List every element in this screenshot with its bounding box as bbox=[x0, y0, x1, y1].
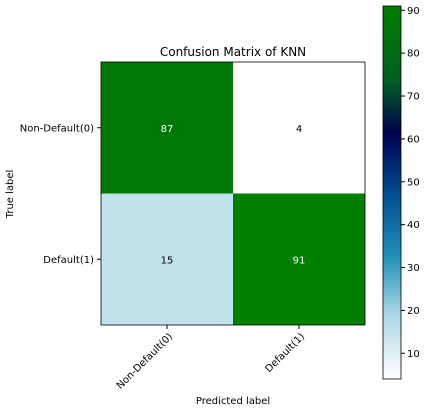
x-tick-labels: Non-Default(0) Default(1) bbox=[115, 325, 307, 392]
colorbar-ticks: 10 20 30 40 50 60 70 80 90 bbox=[401, 6, 420, 360]
colorbar-tick-label: 40 bbox=[407, 220, 420, 231]
y-tick-labels: Non-Default(0) Default(1) bbox=[20, 123, 101, 266]
colorbar-tick-label: 20 bbox=[407, 306, 420, 317]
heatmap-cell bbox=[101, 193, 233, 325]
cell-value-label: 4 bbox=[296, 124, 302, 135]
colorbar-tick-label: 50 bbox=[407, 177, 420, 188]
heatmap-cell bbox=[233, 193, 365, 325]
colorbar-tick-label: 80 bbox=[407, 49, 420, 60]
x-tick-label: Default(1) bbox=[263, 331, 307, 375]
colorbar-tick-label: 10 bbox=[407, 349, 420, 360]
plot-frame bbox=[100, 61, 366, 326]
cell-value-label: 15 bbox=[161, 255, 174, 266]
y-tick-label: Non-Default(0) bbox=[20, 123, 94, 134]
colorbar-tick-label: 90 bbox=[407, 6, 420, 17]
colorbar-tick-label: 60 bbox=[407, 134, 420, 145]
y-axis-label: True label bbox=[5, 170, 16, 220]
y-tick-label: Default(1) bbox=[43, 255, 94, 266]
chart-title: Confusion Matrix of KNN bbox=[160, 45, 306, 59]
cell-value-label: 91 bbox=[293, 255, 306, 266]
colorbar-tick-label: 30 bbox=[407, 263, 420, 274]
cell-value-labels: 87 4 15 91 bbox=[161, 124, 306, 267]
heatmap-cell bbox=[233, 62, 365, 194]
heatmap-cells bbox=[101, 62, 365, 325]
cell-value-label: 87 bbox=[161, 124, 174, 135]
heatmap-cell bbox=[101, 62, 233, 194]
colorbar-tick-label: 70 bbox=[407, 92, 420, 103]
x-tick-label: Non-Default(0) bbox=[115, 331, 175, 391]
colorbar bbox=[382, 5, 402, 380]
x-axis-label: Predicted label bbox=[196, 396, 270, 407]
